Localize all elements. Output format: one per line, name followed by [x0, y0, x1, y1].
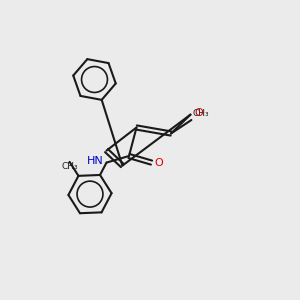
Text: HN: HN [87, 156, 103, 166]
Text: O: O [154, 158, 163, 168]
Text: CH₃: CH₃ [61, 162, 78, 171]
Text: O: O [194, 108, 203, 118]
Text: CH₃: CH₃ [193, 109, 209, 118]
